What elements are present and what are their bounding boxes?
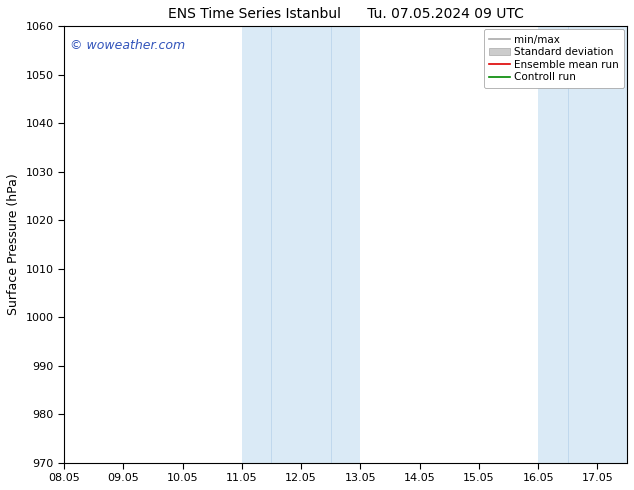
Bar (242, 26, 360, 463)
Legend: min/max, Standard deviation, Ensemble mean run, Controll run: min/max, Standard deviation, Ensemble me… (484, 29, 624, 88)
Text: © woweather.com: © woweather.com (70, 39, 184, 52)
Bar (538, 26, 627, 463)
Title: ENS Time Series Istanbul      Tu. 07.05.2024 09 UTC: ENS Time Series Istanbul Tu. 07.05.2024 … (167, 7, 524, 21)
Y-axis label: Surface Pressure (hPa): Surface Pressure (hPa) (7, 173, 20, 316)
